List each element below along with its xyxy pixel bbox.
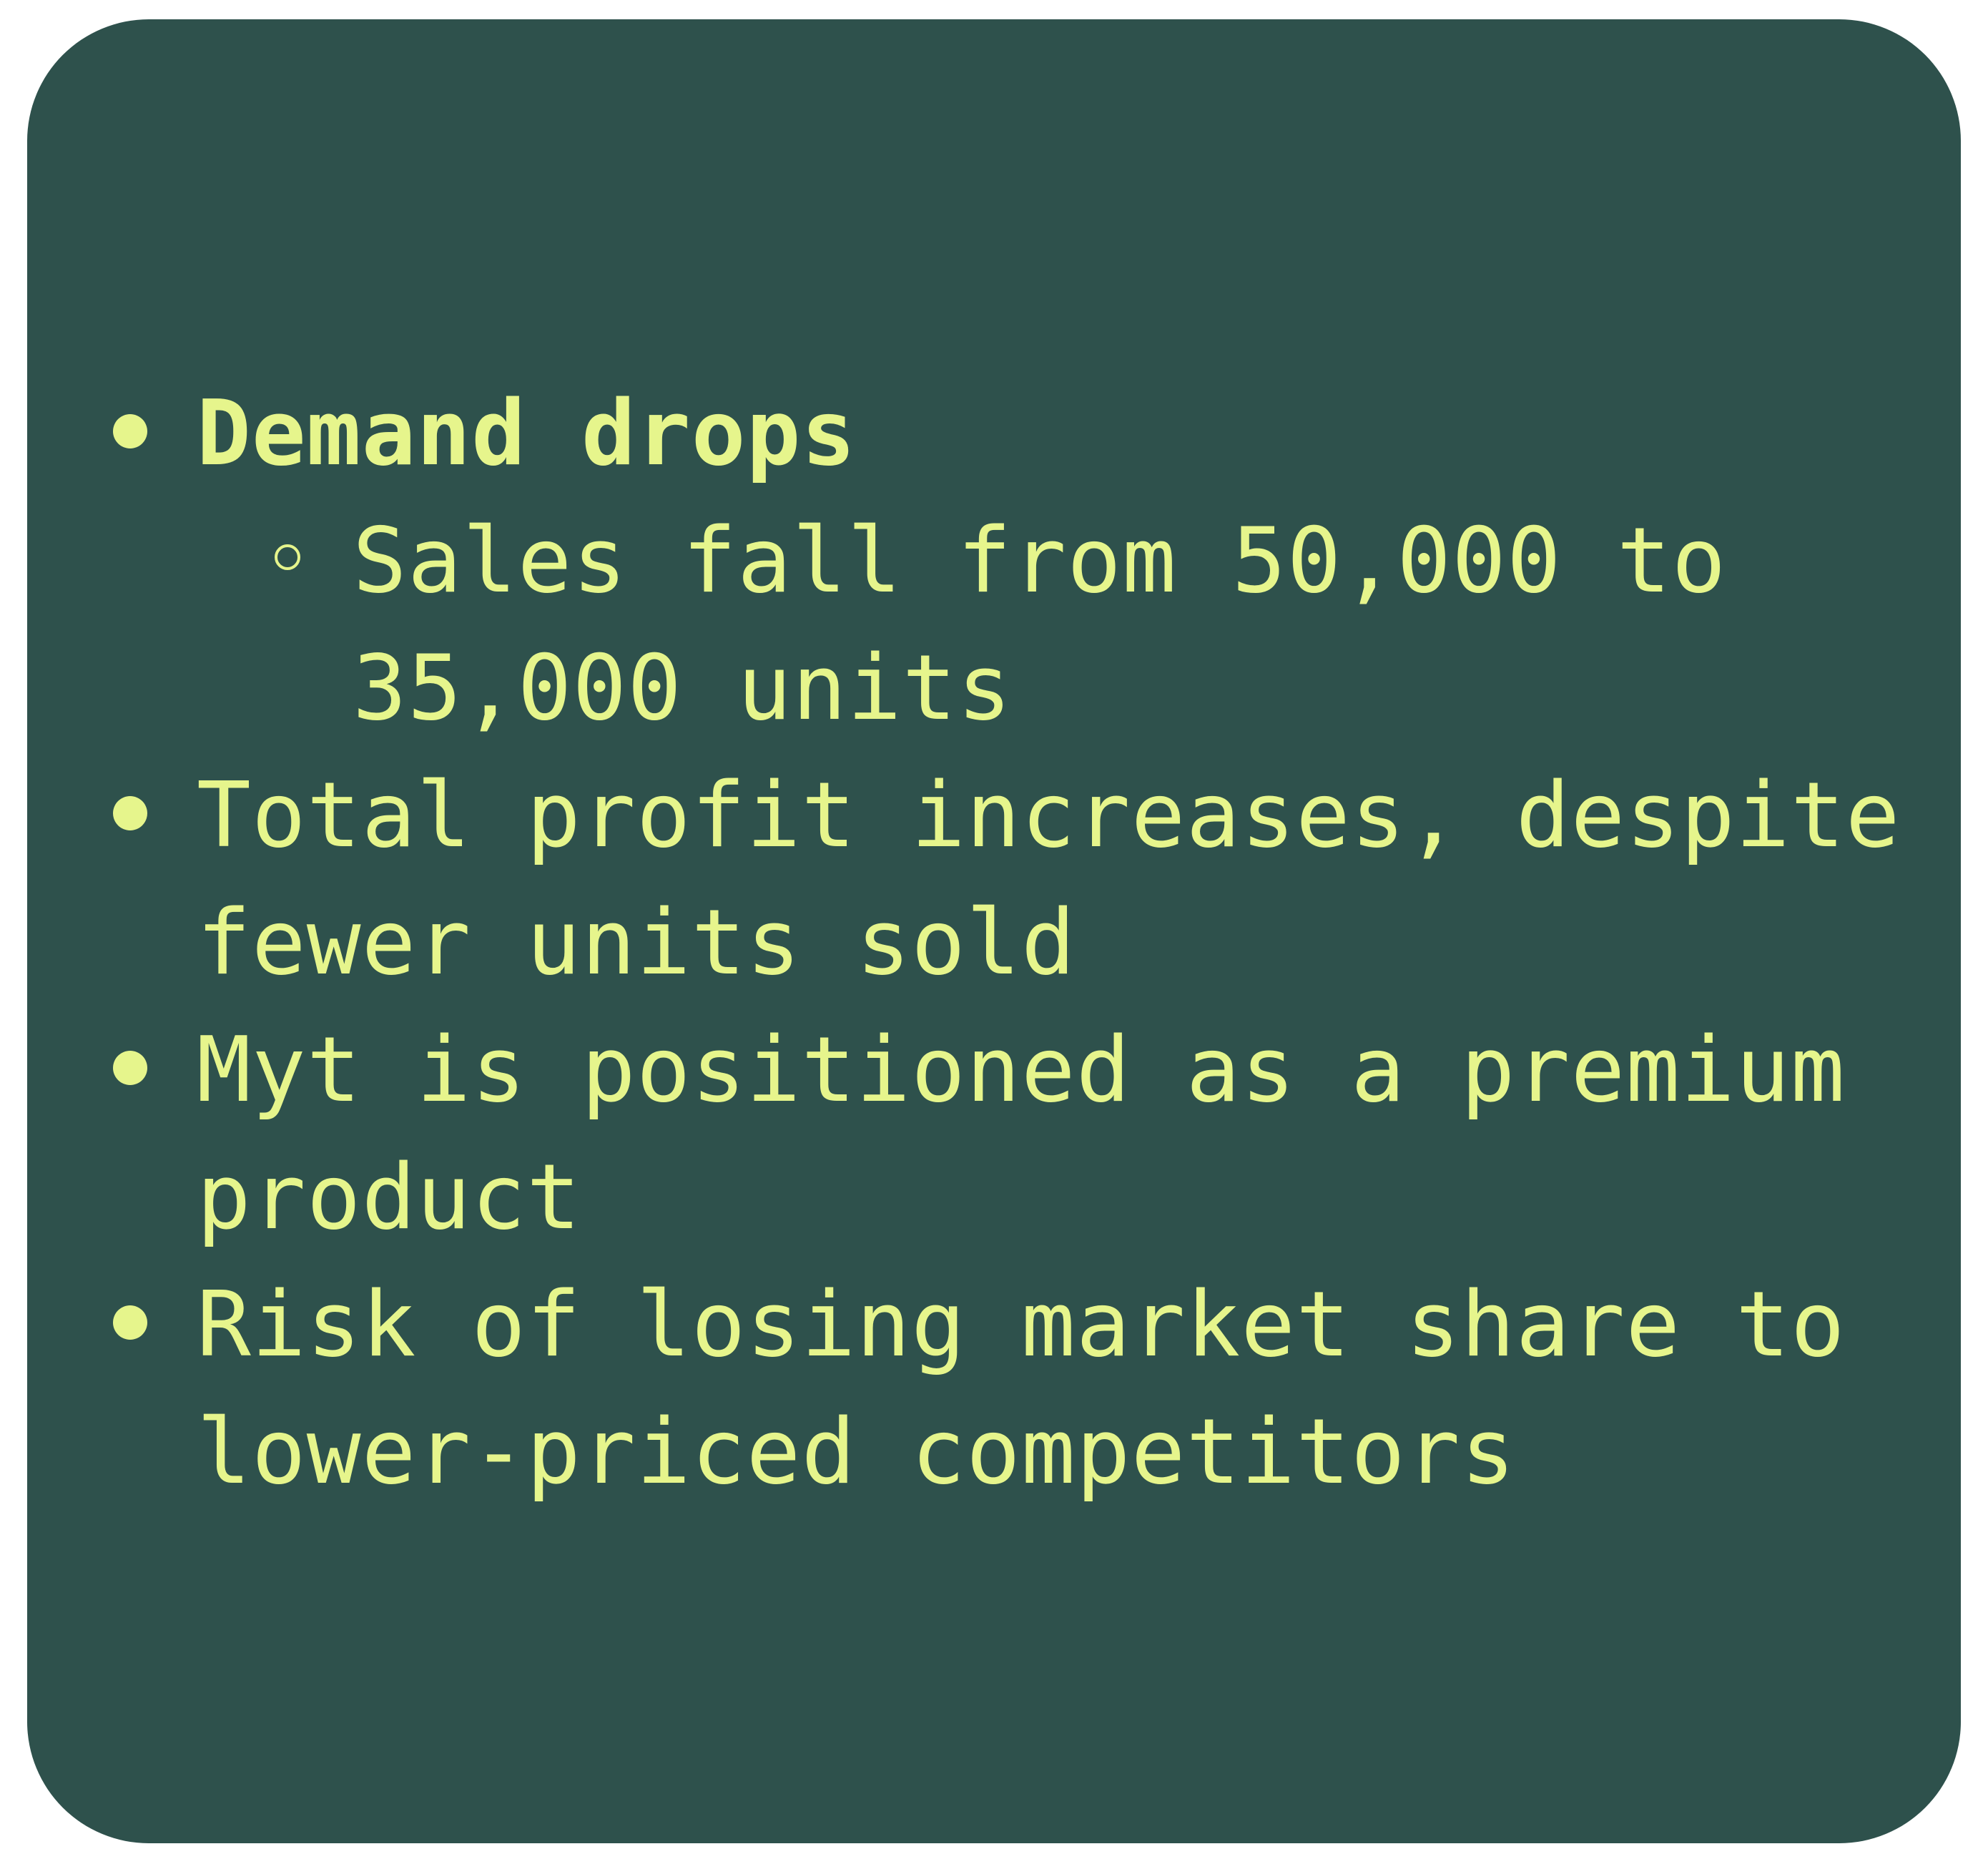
list-item-text: Total profit increases, despite fewer un… (197, 762, 1901, 995)
hollow-bullet-icon (275, 544, 300, 570)
list-item: Myt is positioned as a premium product (27, 1006, 1961, 1261)
bullet-icon (113, 1305, 147, 1340)
list-item-text: Demand drops (197, 381, 857, 486)
list-item-text: Risk of losing market share to lower-pri… (197, 1272, 1846, 1504)
bullet-list: Demand drops Sales fall from 50,000 to 3… (27, 370, 1961, 1516)
list-item: Demand drops (27, 370, 1961, 497)
sub-list-item: Sales fall from 50,000 to 35,000 units (27, 497, 1961, 752)
sub-list-item-text: Sales fall from 50,000 to 35,000 units (353, 508, 1727, 740)
list-item-text: Myt is positioned as a premium product (197, 1017, 1846, 1250)
list-item: Total profit increases, despite fewer un… (27, 752, 1961, 1006)
bullet-icon (113, 414, 147, 448)
list-item: Risk of losing market share to lower-pri… (27, 1261, 1961, 1516)
content-card: Demand drops Sales fall from 50,000 to 3… (27, 19, 1961, 1843)
bullet-icon (113, 1051, 147, 1085)
bullet-icon (113, 796, 147, 830)
